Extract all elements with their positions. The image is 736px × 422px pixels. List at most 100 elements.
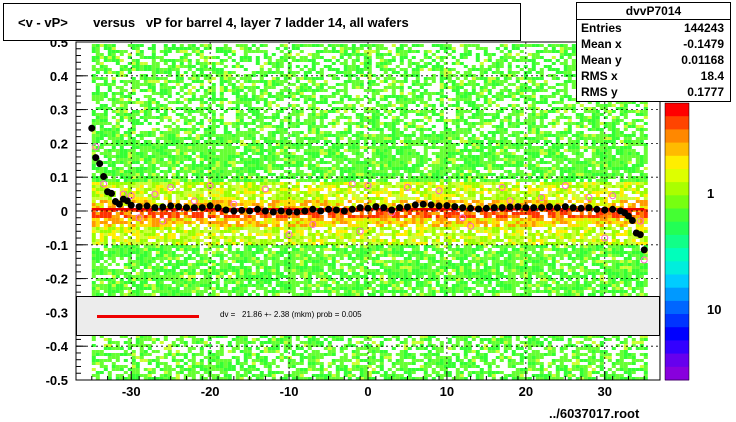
heatmap-cell <box>143 107 148 110</box>
heatmap-cell <box>263 50 268 53</box>
heatmap-cell <box>331 218 336 221</box>
heatmap-cell <box>307 140 312 143</box>
heatmap-cell <box>171 122 176 125</box>
heatmap-cell <box>263 110 268 113</box>
heatmap-cell <box>191 197 196 200</box>
heatmap-cell <box>119 89 124 92</box>
heatmap-cell <box>339 203 344 206</box>
heatmap-cell <box>311 365 316 368</box>
heatmap-cell <box>95 167 100 170</box>
heatmap-cell <box>183 353 188 356</box>
heatmap-cell <box>127 143 132 146</box>
heatmap-cell <box>179 62 184 65</box>
heatmap-cell <box>291 230 296 233</box>
heatmap-cell <box>307 113 312 116</box>
heatmap-cell <box>115 239 120 242</box>
heatmap-cell <box>119 65 124 68</box>
heatmap-cell <box>327 203 332 206</box>
heatmap-cell <box>115 212 120 215</box>
heatmap-cell <box>191 236 196 239</box>
heatmap-cell <box>179 230 184 233</box>
heatmap-cell <box>235 167 240 170</box>
heatmap-cell <box>275 341 280 344</box>
heatmap-cell <box>215 236 220 239</box>
heatmap-cell <box>263 101 268 104</box>
heatmap-cell <box>159 146 164 149</box>
heatmap-cell <box>151 116 156 119</box>
heatmap-cell <box>227 74 232 77</box>
heatmap-cell <box>199 191 204 194</box>
heatmap-cell <box>335 191 340 194</box>
heatmap-cell <box>171 134 176 137</box>
heatmap-cell <box>211 122 216 125</box>
heatmap-cell <box>307 227 312 230</box>
heatmap-cell <box>131 110 136 113</box>
heatmap-cell <box>171 140 176 143</box>
heatmap-cell <box>107 224 112 227</box>
heatmap-cell <box>203 149 208 152</box>
heatmap-cell <box>339 182 344 185</box>
heatmap-cell <box>311 221 316 224</box>
heatmap-cell <box>147 101 152 104</box>
heatmap-cell <box>311 362 316 365</box>
heatmap-cell <box>199 293 204 296</box>
heatmap-cell <box>123 272 128 275</box>
heatmap-cell <box>111 170 116 173</box>
heatmap-cell <box>179 218 184 221</box>
heatmap-cell <box>199 173 204 176</box>
heatmap-cell <box>191 182 196 185</box>
heatmap-cell <box>115 251 120 254</box>
heatmap-cell <box>287 89 292 92</box>
heatmap-cell <box>307 242 312 245</box>
heatmap-cell <box>199 62 204 65</box>
heatmap-cell <box>139 53 144 56</box>
heatmap-cell <box>243 179 248 182</box>
heatmap-cell <box>279 71 284 74</box>
heatmap-cell <box>323 47 328 50</box>
heatmap-cell <box>183 107 188 110</box>
heatmap-cell <box>159 152 164 155</box>
heatmap-cell <box>115 182 120 185</box>
heatmap-cell <box>275 77 280 80</box>
heatmap-cell <box>183 98 188 101</box>
heatmap-cell <box>95 50 100 53</box>
heatmap-cell <box>171 257 176 260</box>
heatmap-cell <box>335 281 340 284</box>
heatmap-cell <box>283 164 288 167</box>
heatmap-cell <box>139 284 144 287</box>
heatmap-cell <box>163 92 168 95</box>
heatmap-cell <box>291 110 296 113</box>
heatmap-cell <box>151 53 156 56</box>
heatmap-cell <box>219 137 224 140</box>
heatmap-cell <box>123 371 128 374</box>
heatmap-cell <box>203 257 208 260</box>
heatmap-cell <box>275 338 280 341</box>
heatmap-cell <box>203 242 208 245</box>
heatmap-cell <box>199 53 204 56</box>
heatmap-cell <box>211 125 216 128</box>
heatmap-cell <box>107 122 112 125</box>
heatmap-cell <box>111 146 116 149</box>
heatmap-cell <box>223 146 228 149</box>
heatmap-cell <box>127 53 132 56</box>
heatmap-cell <box>227 197 232 200</box>
heatmap-cell <box>243 50 248 53</box>
heatmap-cell <box>175 71 180 74</box>
heatmap-cell <box>259 98 264 101</box>
heatmap-cell <box>187 200 192 203</box>
heatmap-cell <box>199 125 204 128</box>
heatmap-cell <box>331 287 336 290</box>
heatmap-cell <box>171 128 176 131</box>
heatmap-cell <box>303 158 308 161</box>
heatmap-cell <box>235 344 240 347</box>
heatmap-cell <box>91 230 96 233</box>
heatmap-cell <box>103 365 108 368</box>
heatmap-cell <box>175 350 180 353</box>
heatmap-cell <box>251 128 256 131</box>
heatmap-cell <box>295 149 300 152</box>
heatmap-cell <box>111 161 116 164</box>
heatmap-cell <box>331 107 336 110</box>
heatmap-cell <box>339 155 344 158</box>
heatmap-cell <box>307 155 312 158</box>
heatmap-cell <box>283 200 288 203</box>
